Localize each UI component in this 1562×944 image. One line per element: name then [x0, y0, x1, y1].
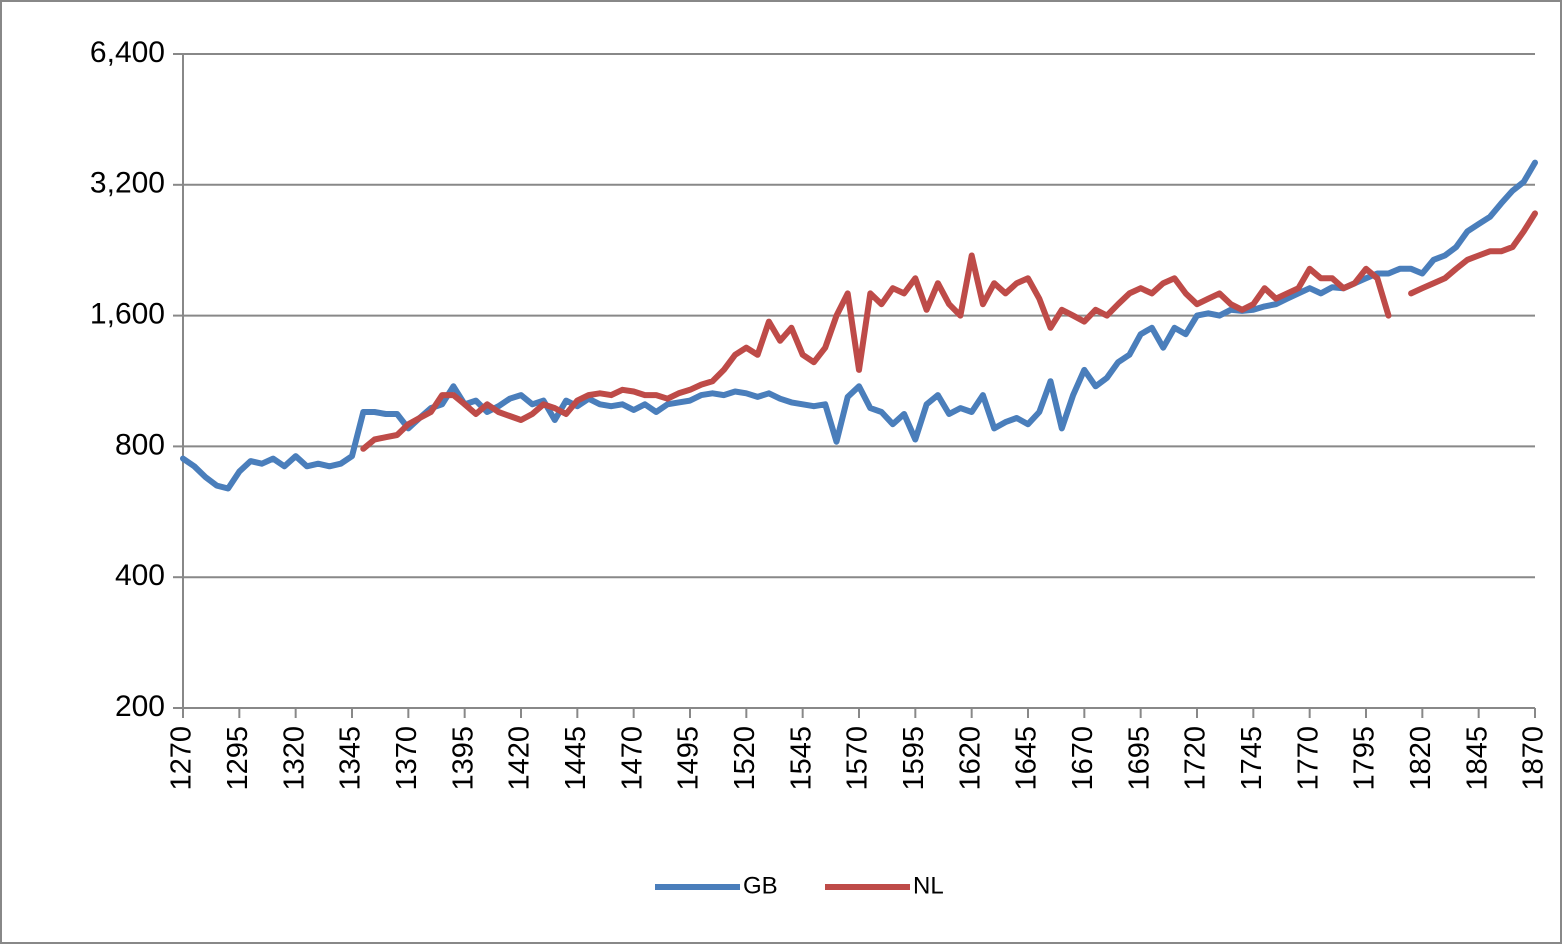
x-tick-label: 1645 — [1011, 726, 1043, 791]
x-tick-label: 1445 — [560, 726, 592, 791]
x-tick-label: 1670 — [1067, 726, 1099, 791]
x-tick-label: 1820 — [1405, 726, 1437, 791]
y-tick-label: 800 — [115, 428, 165, 461]
x-tick-label: 1870 — [1518, 726, 1550, 791]
x-tick-label: 1695 — [1123, 726, 1155, 791]
y-tick-label: 1,600 — [90, 298, 165, 331]
x-tick-label: 1295 — [222, 726, 254, 791]
y-tick-label: 3,200 — [90, 167, 165, 200]
y-tick-label: 6,400 — [90, 36, 165, 69]
x-tick-label: 1795 — [1349, 726, 1381, 791]
series-line — [180, 159, 1538, 492]
x-tick-label: 1470 — [616, 726, 648, 791]
x-tick-label: 1495 — [673, 726, 705, 791]
x-tick-label: 1270 — [166, 726, 198, 791]
x-tick-label: 1620 — [954, 726, 986, 791]
x-tick-label: 1545 — [785, 726, 817, 791]
x-tick-label: 1595 — [898, 726, 930, 791]
x-tick-label: 1420 — [504, 726, 536, 791]
x-tick-label: 1770 — [1292, 726, 1324, 791]
x-tick-label: 1845 — [1461, 726, 1493, 791]
y-tick-label: 200 — [115, 690, 165, 723]
x-tick-label: 1320 — [278, 726, 310, 791]
x-tick-label: 1370 — [391, 726, 423, 791]
legend-label: NL — [913, 872, 944, 899]
x-tick-label: 1745 — [1236, 726, 1268, 791]
legend-label: GB — [743, 872, 778, 899]
x-tick-label: 1570 — [842, 726, 874, 791]
y-tick-label: 400 — [115, 559, 165, 592]
x-tick-label: 1345 — [335, 726, 367, 791]
x-tick-label: 1720 — [1180, 726, 1212, 791]
x-tick-label: 1520 — [729, 726, 761, 791]
x-tick-label: 1395 — [447, 726, 479, 791]
series-line — [360, 210, 1538, 452]
